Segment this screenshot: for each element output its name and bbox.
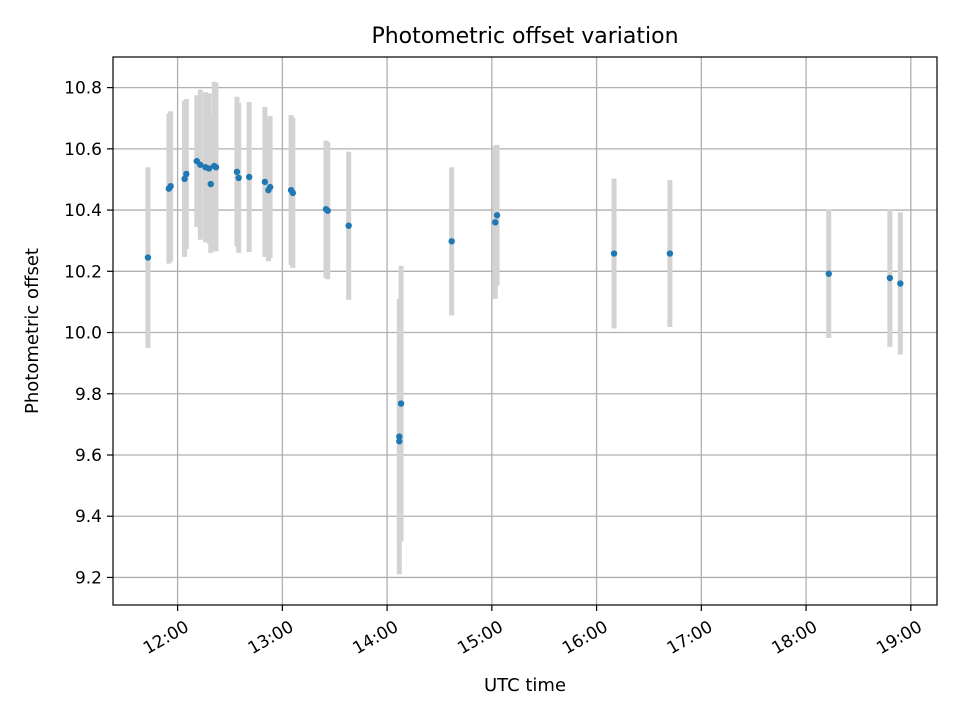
- data-points: [144, 157, 904, 445]
- data-point: [167, 182, 174, 190]
- plot-frame: [112, 56, 938, 606]
- data-point: [666, 250, 674, 257]
- y-tick-label: 9.2: [75, 568, 102, 588]
- data-point: [205, 165, 213, 172]
- y-tick-label: 10.2: [64, 262, 102, 282]
- data-point: [897, 280, 904, 287]
- y-tick-label: 10.4: [64, 201, 102, 221]
- data-point: [825, 270, 832, 277]
- chart-title: Photometric offset variation: [371, 24, 678, 49]
- data-point: [212, 164, 220, 171]
- y-tick-label: 9.4: [75, 507, 102, 527]
- data-point: [492, 219, 499, 226]
- grid-lines: [113, 57, 937, 605]
- data-point: [289, 189, 297, 197]
- data-point: [245, 173, 253, 181]
- y-tick-label: 9.6: [75, 446, 102, 466]
- data-point: [261, 178, 269, 186]
- data-point: [207, 180, 214, 188]
- y-tick-label: 10.8: [64, 79, 102, 99]
- data-point: [266, 183, 274, 191]
- y-tick-label: 10.0: [64, 324, 102, 344]
- y-tick-label: 9.8: [75, 385, 102, 405]
- data-point: [493, 212, 501, 219]
- data-point: [233, 168, 241, 176]
- y-axis-label: Photometric offset: [22, 248, 43, 414]
- y-tick-label: 10.6: [64, 140, 102, 160]
- data-point: [396, 433, 403, 440]
- data-point: [345, 222, 352, 229]
- data-point: [397, 400, 405, 407]
- data-point: [448, 238, 455, 245]
- data-point: [396, 438, 403, 445]
- data-point: [181, 175, 188, 183]
- data-point: [183, 170, 190, 178]
- data-point: [197, 161, 204, 168]
- x-axis-label: UTC time: [484, 675, 566, 696]
- data-point: [324, 207, 331, 214]
- data-point: [886, 274, 894, 282]
- data-point: [235, 174, 242, 182]
- data-point: [610, 250, 618, 257]
- data-point: [144, 254, 152, 261]
